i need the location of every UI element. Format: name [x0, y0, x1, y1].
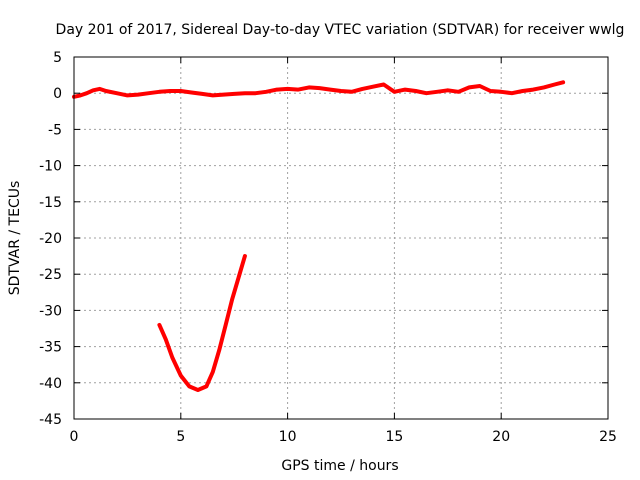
- ticks: 0 5 10 15 20 25 5 0 -5 -10 -15 -20 -25 -30 -35 -40 -45: [39, 50, 617, 445]
- y-tick-label: -5: [48, 122, 62, 138]
- y-tick-label: -10: [39, 159, 62, 175]
- x-tick-label: 10: [279, 429, 297, 445]
- y-tick-label: -30: [39, 303, 62, 319]
- x-tick-label: 20: [492, 429, 510, 445]
- y-tick-label: -35: [39, 340, 62, 356]
- y-tick-label: -45: [39, 412, 62, 428]
- x-tick-label: 15: [385, 429, 403, 445]
- y-tick-label: -40: [39, 376, 62, 392]
- y-tick-label: -15: [39, 195, 62, 211]
- y-axis-label: SDTVAR / TECUs: [7, 181, 23, 296]
- x-tick-label: 25: [599, 429, 617, 445]
- y-tick-label: -20: [39, 231, 62, 247]
- series-line-low-arc: [157, 254, 247, 392]
- y-tick-label: 5: [53, 50, 62, 66]
- x-axis-label: GPS time / hours: [281, 458, 398, 474]
- x-tick-label: 0: [70, 429, 79, 445]
- chart-title: Day 201 of 2017, Sidereal Day-to-day VTE…: [56, 22, 625, 38]
- series-layer: [72, 80, 566, 392]
- y-tick-label: -25: [39, 267, 62, 283]
- series-line-main-arc: [72, 80, 566, 99]
- y-tick-label: 0: [53, 86, 62, 102]
- x-tick-label: 5: [176, 429, 185, 445]
